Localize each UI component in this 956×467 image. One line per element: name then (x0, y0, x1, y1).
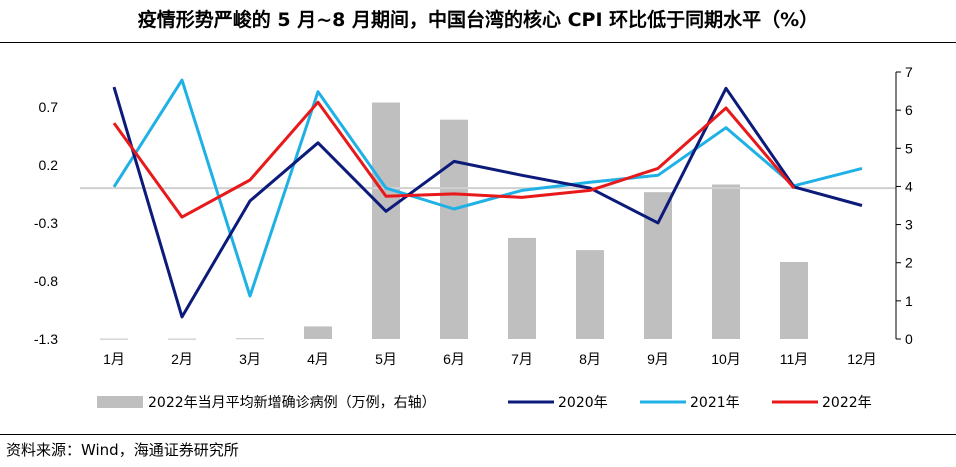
x-tick-label: 1月 (103, 351, 125, 367)
source-note: 资料来源：Wind，海通证券研究所 (6, 441, 239, 459)
left-tick-label: -0.3 (34, 215, 58, 231)
legend-label-2021年: 2021年 (690, 395, 740, 411)
x-tick-label: 11月 (780, 351, 809, 367)
right-tick-label: 0 (905, 331, 913, 347)
x-tick-label: 4月 (307, 351, 329, 367)
x-tick-label: 10月 (711, 351, 741, 367)
x-tick-label: 9月 (647, 351, 669, 367)
bar-6 (440, 119, 468, 339)
top-rule (0, 42, 956, 43)
bar-4 (304, 326, 332, 339)
x-tick-label: 7月 (511, 351, 533, 367)
right-tick-label: 1 (905, 293, 913, 309)
series-line-2022年 (112, 100, 796, 219)
bar-5 (372, 102, 400, 339)
bar-1 (100, 338, 128, 340)
left-tick-label: 0.2 (39, 157, 59, 173)
series-line-2021年 (112, 78, 863, 298)
bar-11 (780, 261, 808, 339)
bar-7 (508, 237, 536, 339)
right-tick-label: 5 (905, 140, 913, 156)
x-tick-label: 8月 (579, 351, 601, 367)
left-tick-label: 0.7 (39, 99, 59, 115)
right-tick-label: 3 (905, 217, 913, 233)
bar-10 (712, 184, 740, 339)
x-tick-label: 3月 (239, 351, 261, 367)
right-tick-label: 2 (905, 255, 913, 271)
left-tick-label: -0.8 (34, 273, 58, 289)
series-line-2020年 (112, 86, 863, 319)
chart-title: 疫情形势严峻的 5 月~8 月期间，中国台湾的核心 CPI 环比低于同期水平（%… (137, 9, 819, 31)
left-tick-label: -1.3 (34, 331, 58, 347)
bar-3 (236, 338, 264, 340)
legend-label-2022年: 2022年 (822, 395, 872, 411)
x-tick-label: 12月 (847, 351, 877, 367)
bar-9 (644, 192, 672, 339)
right-tick-label: 7 (905, 64, 913, 80)
bar-8 (576, 250, 604, 339)
x-tick-label: 5月 (375, 351, 397, 367)
bar-2 (168, 338, 196, 340)
legend-label-2020年: 2020年 (558, 395, 608, 411)
legend-label-bars: 2022年当月平均新增确诊病例（万例，右轴） (148, 395, 436, 411)
right-tick-label: 6 (905, 102, 913, 118)
bottom-rule (0, 434, 956, 435)
x-tick-label: 6月 (443, 351, 465, 367)
right-tick-label: 4 (905, 178, 913, 194)
legend-swatch-bars (97, 396, 143, 408)
x-tick-label: 2月 (171, 351, 193, 367)
